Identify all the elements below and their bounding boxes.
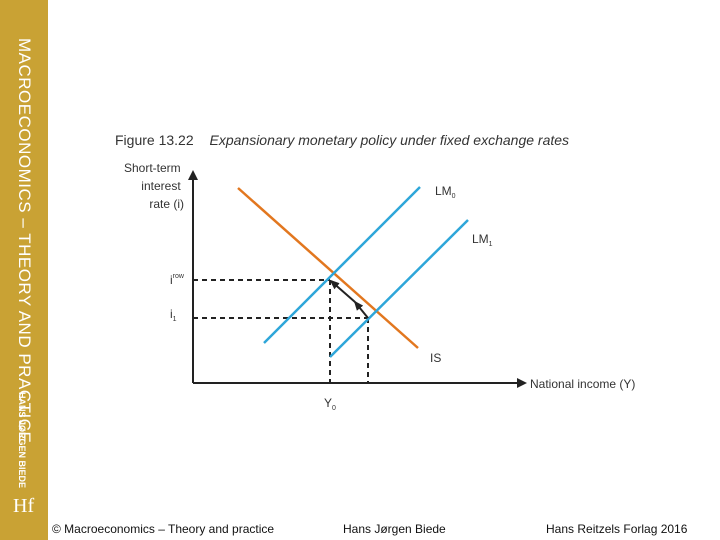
y-axis-label-line2: interest	[141, 179, 181, 193]
is-label: IS	[430, 351, 441, 365]
y-axis-label-line3: rate (i)	[149, 197, 184, 211]
lm0-curve	[263, 186, 421, 344]
figure-caption: Expansionary monetary policy under fixed…	[209, 132, 570, 148]
footer-author: Hans Jørgen Biede	[343, 522, 446, 536]
figure-title: Figure 13.22 Expansionary monetary polic…	[115, 132, 569, 148]
sidebar: MACROECONOMICS – THEORY AND PRACTICE HAN…	[0, 0, 48, 540]
book-title-vertical: MACROECONOMICS – THEORY AND PRACTICE	[15, 38, 34, 444]
tick-i1: i1	[170, 307, 177, 323]
tick-y0-base: Y	[324, 396, 332, 410]
lm1-curve	[329, 219, 469, 358]
y-axis-label-line1: Short-term	[124, 161, 181, 175]
figure-number: Figure 13.22	[115, 132, 194, 148]
tick-y0: Y0	[324, 396, 336, 412]
publisher-logo: Hf	[13, 495, 35, 517]
adjustment-arrow-upper	[329, 279, 356, 303]
lm0-label-base: LM	[435, 184, 452, 198]
lm0-label: LM0	[435, 184, 456, 200]
tick-i1-base: i	[170, 307, 173, 321]
x-axis-label: National income (Y)	[530, 377, 635, 391]
y-axis-label: Short-term interest rate (i)	[124, 161, 184, 211]
footer-publisher: Hans Reitzels Forlag 2016	[546, 522, 688, 536]
is-curve	[237, 187, 419, 349]
lm1-label-base: LM	[472, 232, 489, 246]
tick-i1-sub: 1	[173, 316, 177, 323]
footer-copyright: © Macroeconomics – Theory and practice	[52, 522, 275, 536]
lm1-label-sub: 1	[489, 241, 493, 248]
tick-i-row-sup: row	[173, 273, 185, 280]
lm1-label: LM1	[472, 232, 493, 248]
lm0-label-sub: 0	[452, 193, 456, 200]
adjustment-arrow-lower	[353, 300, 369, 319]
tick-i-row-base: i	[170, 273, 173, 287]
book-author-vertical: HANS JØRGEN BIEDE	[17, 392, 27, 489]
tick-i-row: irow	[170, 273, 185, 287]
tick-y0-sub: 0	[332, 405, 336, 412]
